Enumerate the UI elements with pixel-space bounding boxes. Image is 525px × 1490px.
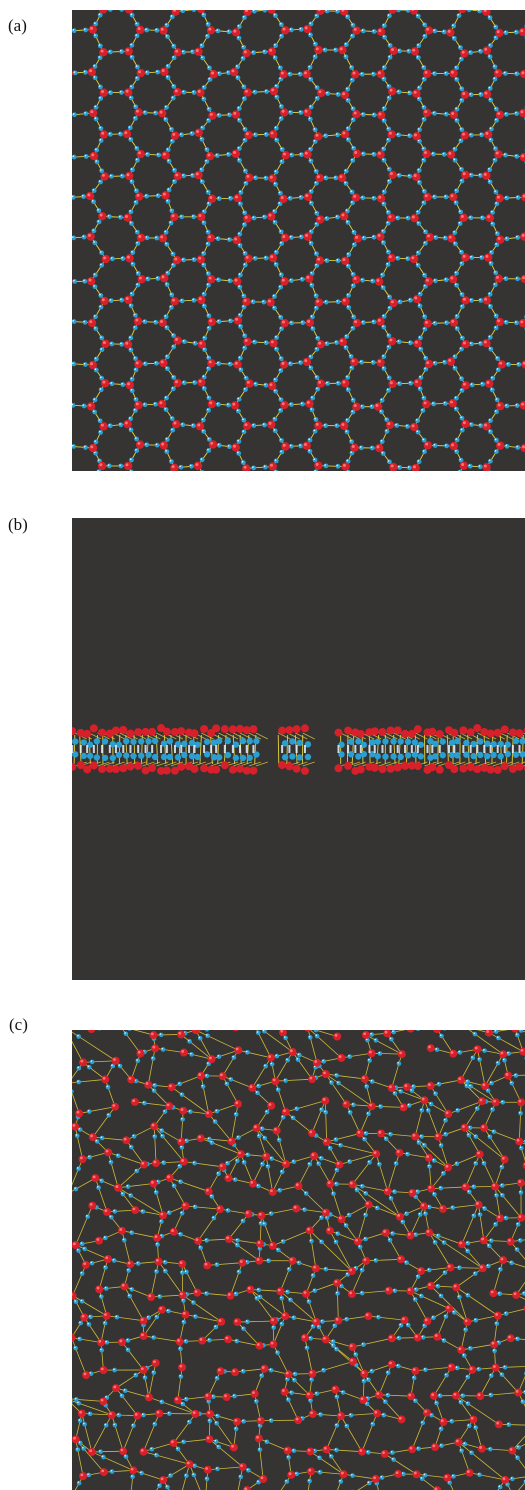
- panel-b-bilayer-side-view: [72, 518, 525, 980]
- panel-a-honeycomb-lattice: [72, 10, 525, 471]
- panel-label-c: (c): [9, 1015, 28, 1035]
- panel-label-a: (a): [8, 16, 27, 36]
- honeycomb-lattice-image: [72, 10, 525, 471]
- disordered-network-image: [72, 1030, 525, 1490]
- panel-label-b: (b): [8, 515, 28, 535]
- panel-c-disordered-network: [72, 1030, 525, 1490]
- bilayer-side-view-image: [72, 518, 525, 980]
